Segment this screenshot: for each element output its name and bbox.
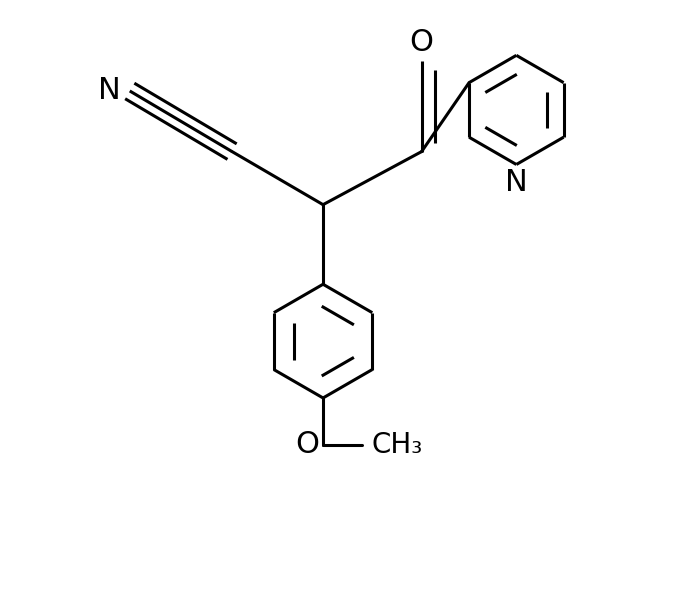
Text: CH₃: CH₃ [371, 431, 423, 459]
Text: N: N [505, 168, 528, 197]
Text: N: N [98, 77, 120, 106]
Text: O: O [410, 28, 434, 57]
Text: O: O [295, 430, 319, 459]
